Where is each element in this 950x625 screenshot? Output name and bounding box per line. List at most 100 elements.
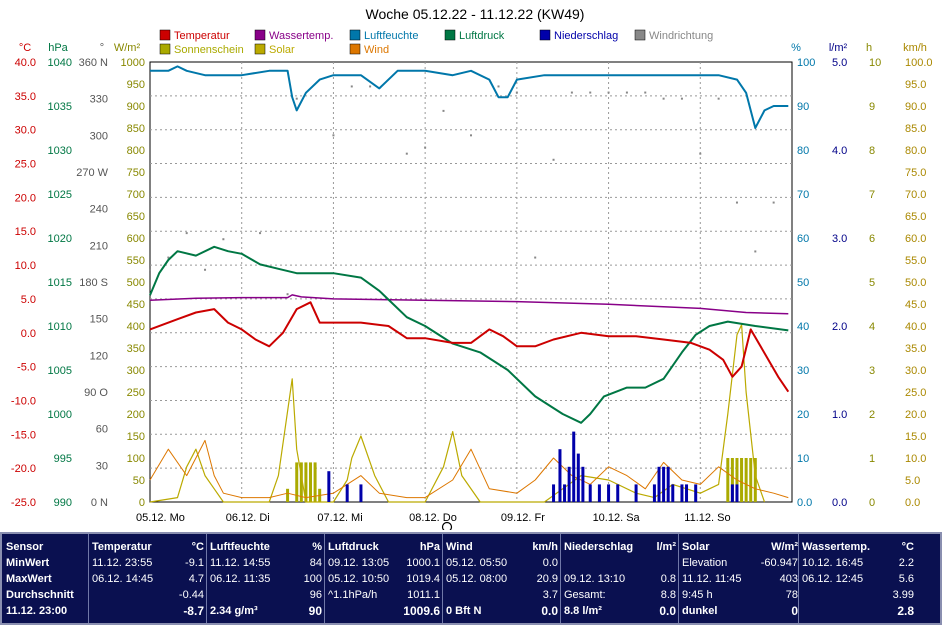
stats-row: MinWert xyxy=(6,556,88,571)
wind-direction-point xyxy=(570,91,573,94)
rain-bar xyxy=(588,484,592,502)
temp-axis-tick: 30.0 xyxy=(15,125,36,137)
pressure-axis-tick: 1000 xyxy=(48,409,72,421)
stats-row: 06.12. 11:35 100 xyxy=(210,572,322,587)
sunshine-bar xyxy=(309,462,312,502)
pressure-axis-tick: 1020 xyxy=(48,233,72,245)
stats-value: 0.0 xyxy=(659,604,676,618)
temp-axis-tick: 10.0 xyxy=(15,260,36,272)
temp-axis-tick: 20.0 xyxy=(15,192,36,204)
wind-axis-tick: 35.0 xyxy=(905,343,926,355)
stats-row: Wind km/h xyxy=(446,540,558,555)
stats-label: 05.12. 05:50 xyxy=(446,557,508,569)
pressure-axis-tick: 1015 xyxy=(48,277,72,289)
stats-unit: % xyxy=(312,541,322,553)
stats-value: 1000.1 xyxy=(406,557,440,569)
stats-row: 11.12. 14:55 84 xyxy=(210,556,322,571)
solar-axis-tick: 250 xyxy=(127,387,145,399)
solar-axis-tick: 400 xyxy=(127,321,145,333)
sunhours-axis-tick: 2 xyxy=(869,409,875,421)
stats-label: 11.12. 14:55 xyxy=(210,557,271,569)
rain-bar xyxy=(327,471,331,502)
sunhours-axis-tick: 8 xyxy=(869,145,875,157)
solar-axis-tick: 600 xyxy=(127,233,145,245)
wind-axis-tick: 55.0 xyxy=(905,255,926,267)
pressure-axis-tick: 1010 xyxy=(48,321,72,333)
sunhours-axis-tick: 9 xyxy=(869,101,875,113)
sunshine-bar xyxy=(730,458,734,502)
stats-row: Gesamt: 8.8 xyxy=(564,588,676,603)
wind-axis-tick: 95.0 xyxy=(905,79,926,91)
temp-axis-tick: -5.0 xyxy=(17,362,36,374)
solar-axis-tick: 350 xyxy=(127,343,145,355)
stats-value: 2.2 xyxy=(898,557,914,569)
stats-value: 78 xyxy=(785,589,798,601)
pressure-axis-tick: 1030 xyxy=(48,145,72,157)
stats-value: 90 xyxy=(308,604,322,618)
stats-label: 10.12. 16:45 xyxy=(802,557,864,569)
stats-header: Luftdruck xyxy=(328,541,379,553)
stats-value: 2.8 xyxy=(897,604,914,618)
stats-column-luftdruck: Luftdruck hPa 09.12. 13:05 1000.1 05.12. 10:… xyxy=(328,534,440,623)
stats-row: 09.12. 13:05 1000.1 xyxy=(328,556,440,571)
stats-separator xyxy=(324,534,325,623)
wind-axis-tick: 10.0 xyxy=(905,453,926,465)
stats-row: ^1.1hPa/h 1011.1 xyxy=(328,588,440,603)
stats-value: 403 xyxy=(779,573,798,585)
direction-axis-tick: 30 xyxy=(96,460,108,472)
rain-axis-tick: 4.0 xyxy=(832,145,847,157)
stats-separator xyxy=(442,534,443,623)
stats-label: 2.34 g/m³ xyxy=(210,605,258,617)
stats-header: Niederschlag xyxy=(564,541,634,553)
wind-axis-tick: 20.0 xyxy=(905,409,926,421)
series-line-solar xyxy=(149,324,766,503)
sunshine-bar xyxy=(295,462,299,502)
sunhours-axis-tick: 7 xyxy=(869,189,875,201)
stats-row: 11.12. 11:45 403 xyxy=(682,572,798,587)
rain-bar xyxy=(735,484,739,502)
solar-axis-tick: 550 xyxy=(127,255,145,267)
wind-direction-point xyxy=(222,238,225,241)
stats-row: Wassertemp. °C xyxy=(802,540,914,555)
stats-row: Niederschlag l/m² xyxy=(564,540,676,555)
solar-axis-tick: 150 xyxy=(127,431,145,443)
rain-axis-tick: 0.0 xyxy=(832,497,847,509)
rain-bar xyxy=(607,484,611,502)
wind-direction-point xyxy=(442,109,445,112)
humidity-axis-tick: 50 xyxy=(797,277,809,289)
stats-unit: l/m² xyxy=(656,541,676,553)
stats-row: 11.12. 23:55 -9.1 xyxy=(92,556,204,571)
pressure-axis-tick: 1040 xyxy=(48,57,72,69)
solar-axis-tick: 900 xyxy=(127,101,145,113)
solar-axis-tick: 750 xyxy=(127,167,145,179)
direction-axis-tick: 360 N xyxy=(79,57,108,69)
wind-axis-tick: 30.0 xyxy=(905,365,926,377)
wind-direction-point xyxy=(699,152,702,155)
stats-header: Luftfeuchte xyxy=(210,541,270,553)
stats-row: 05.12. 05:50 0.0 xyxy=(446,556,558,571)
sunshine-bar xyxy=(753,458,757,502)
stats-header: Durchschnitt xyxy=(6,589,74,601)
stats-value: 4.7 xyxy=(188,573,204,585)
stats-value: 96 xyxy=(309,589,322,601)
wind-direction-point xyxy=(735,201,738,204)
temp-axis-tick: -20.0 xyxy=(11,463,36,475)
legend-entry: Wassertemp. xyxy=(269,30,333,42)
sunhours-axis-tick: 0 xyxy=(869,497,875,509)
direction-axis-tick: 90 O xyxy=(84,387,108,399)
humidity-axis-tick: 0.0 xyxy=(797,497,812,509)
solar-axis-tick: 650 xyxy=(127,211,145,223)
wind-direction-point xyxy=(644,91,647,94)
legend-swatch xyxy=(634,29,646,41)
stats-row xyxy=(564,556,676,571)
solar-axis-tick: 500 xyxy=(127,277,145,289)
rain-bar xyxy=(666,466,670,502)
temp-axis-unit: °C xyxy=(19,42,31,54)
stats-row: Solar W/m² xyxy=(682,540,798,555)
pressure-axis-tick: 995 xyxy=(54,453,72,465)
wind-axis-tick: 15.0 xyxy=(905,431,926,443)
stats-header: Wind xyxy=(446,541,473,553)
stats-row: -0.44 xyxy=(92,588,204,603)
stats-column-solar: Solar W/m² Elevation -60.947 11.12. 11:45 403… xyxy=(682,534,798,623)
stats-header: Sensor xyxy=(6,541,44,553)
